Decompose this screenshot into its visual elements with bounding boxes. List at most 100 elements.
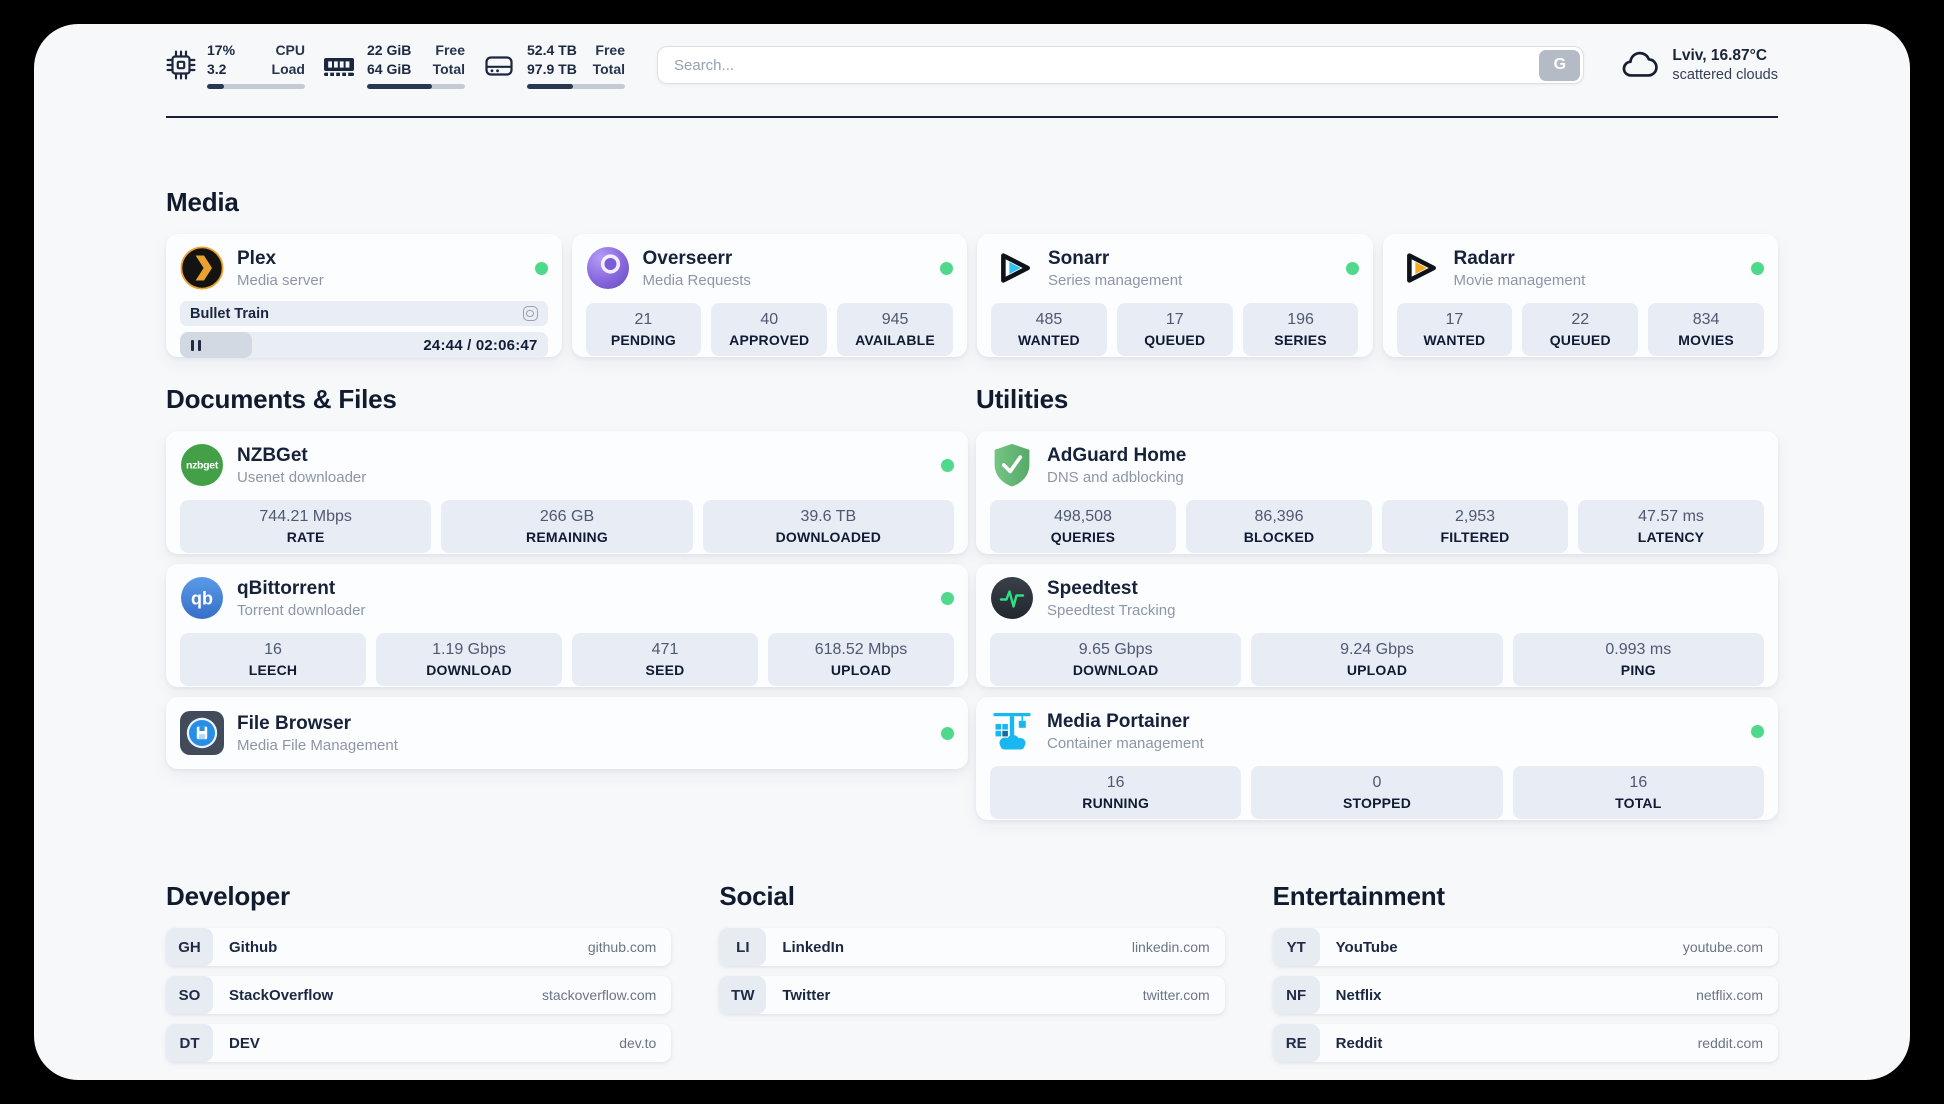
app-name: qBittorrent bbox=[237, 577, 336, 599]
disk-label-1: Free bbox=[595, 42, 625, 58]
status-dot bbox=[941, 591, 954, 605]
search-bar: G bbox=[657, 46, 1585, 84]
stat-box: 0.993 ms PING bbox=[1512, 633, 1764, 686]
stat-box: 21 PENDING bbox=[585, 303, 702, 356]
stat-box: 22 QUEUED bbox=[1522, 303, 1639, 356]
stat-box: 16 LEECH bbox=[180, 633, 366, 686]
dashboard-page: 17% 3.2 CPU Load bbox=[34, 24, 1910, 1080]
section-title-entertainment: Entertainment bbox=[1272, 881, 1445, 911]
svg-text:qb: qb bbox=[191, 589, 213, 609]
app-name: Plex bbox=[237, 247, 277, 269]
memory-total-value: 64 GiB bbox=[367, 61, 412, 77]
stat-label: QUEUED bbox=[1144, 332, 1206, 348]
section-documents: Documents & Files nzbget NZBGet Usenet d… bbox=[166, 383, 968, 820]
memory-progress-fill bbox=[367, 84, 432, 89]
cpu-label-1: CPU bbox=[275, 42, 305, 58]
stat-label: RATE bbox=[286, 529, 325, 545]
link-abbr-badge: GH bbox=[166, 928, 213, 966]
memory-free-value: 22 GiB bbox=[367, 42, 412, 58]
stat-box: 498,508 QUERIES bbox=[990, 500, 1176, 553]
link-url: twitter.com bbox=[1142, 987, 1210, 1003]
stat-value: 2,953 bbox=[1454, 508, 1496, 525]
stat-value: 9.24 Gbps bbox=[1340, 641, 1414, 658]
status-dot bbox=[1345, 261, 1359, 275]
app-card-qbittorrent[interactable]: qb qBittorrent Torrent downloader 16 LEE… bbox=[166, 564, 968, 687]
stat-label: REMAINING bbox=[526, 529, 608, 545]
link-abbr-badge: SO bbox=[166, 976, 213, 1014]
link-row-youtube[interactable]: YT YouTube youtube.com bbox=[1272, 928, 1778, 966]
stat-label: SERIES bbox=[1274, 332, 1327, 348]
app-desc: Container management bbox=[1047, 734, 1204, 752]
stat-label: AVAILABLE bbox=[855, 332, 935, 348]
pause-icon bbox=[191, 339, 202, 351]
stat-value: 17 bbox=[1165, 311, 1184, 328]
stat-label: LATENCY bbox=[1637, 529, 1705, 545]
search-engine-button[interactable]: G bbox=[1539, 49, 1581, 81]
stat-value: 498,508 bbox=[1054, 508, 1112, 525]
app-card-speedtest[interactable]: Speedtest Speedtest Tracking 9.65 Gbps D… bbox=[976, 564, 1778, 687]
status-dot bbox=[941, 458, 954, 472]
app-card-radarr[interactable]: Radarr Movie management 17 WANTED 22 QUE… bbox=[1382, 234, 1778, 357]
stat-value: 471 bbox=[651, 641, 679, 658]
disk-widget: 52.4 TB 97.9 TB Free Total bbox=[482, 41, 625, 89]
cloud-icon bbox=[1623, 51, 1659, 77]
qbittorrent-icon: qb bbox=[181, 577, 223, 619]
stat-label: RUNNING bbox=[1082, 795, 1150, 811]
link-url: stackoverflow.com bbox=[541, 987, 657, 1003]
stat-label: APPROVED bbox=[729, 332, 810, 348]
app-name: Sonarr bbox=[1048, 247, 1110, 269]
app-card-adguard[interactable]: AdGuard Home DNS and adblocking 498,508 … bbox=[976, 431, 1778, 554]
stat-label: FILTERED bbox=[1440, 529, 1510, 545]
section-utilities: Utilities bbox=[976, 383, 1778, 820]
app-desc: Media server bbox=[237, 271, 324, 289]
link-abbr-badge: NF bbox=[1272, 976, 1320, 1014]
nzbget-icon: nzbget bbox=[181, 444, 223, 486]
disk-icon bbox=[485, 56, 513, 76]
app-card-plex[interactable]: Plex Media server Bullet Train 24:44 / 0… bbox=[166, 234, 562, 358]
section-developer: Developer GH Github github.com SO StackO… bbox=[166, 880, 672, 1072]
stat-value: 16 bbox=[264, 641, 282, 658]
app-name: NZBGet bbox=[237, 444, 308, 466]
link-row-netflix[interactable]: NF Netflix netflix.com bbox=[1272, 976, 1778, 1014]
app-name: AdGuard Home bbox=[1047, 444, 1187, 466]
stat-box: 618.52 Mbps UPLOAD bbox=[768, 633, 954, 686]
plex-icon bbox=[180, 246, 224, 290]
stat-value: 1.19 Gbps bbox=[432, 641, 506, 658]
stat-value: 0.993 ms bbox=[1605, 641, 1672, 658]
app-card-filebrowser[interactable]: File Browser Media File Management bbox=[166, 697, 968, 769]
app-desc: Speedtest Tracking bbox=[1047, 601, 1176, 619]
section-title-social: Social bbox=[719, 881, 795, 911]
svg-text:nzbget: nzbget bbox=[186, 460, 219, 472]
link-row-reddit[interactable]: RE Reddit reddit.com bbox=[1272, 1024, 1778, 1062]
link-row-twitter[interactable]: TW Twitter twitter.com bbox=[719, 976, 1225, 1014]
player-time: 24:44 / 02:06:47 bbox=[423, 336, 538, 354]
stat-box: 17 WANTED bbox=[1396, 303, 1513, 356]
system-widgets: 17% 3.2 CPU Load bbox=[166, 41, 625, 89]
link-row-dev[interactable]: DT DEV dev.to bbox=[166, 1024, 672, 1062]
app-card-portainer[interactable]: Media Portainer Container management 16 … bbox=[976, 697, 1778, 820]
link-row-stackoverflow[interactable]: SO StackOverflow stackoverflow.com bbox=[166, 976, 672, 1014]
section-title-utilities: Utilities bbox=[976, 384, 1069, 414]
app-card-sonarr[interactable]: Sonarr Series management 485 WANTED 17 Q… bbox=[977, 234, 1373, 357]
disk-label-2: Total bbox=[592, 61, 625, 77]
app-card-nzbget[interactable]: nzbget NZBGet Usenet downloader 744.21 M… bbox=[166, 431, 968, 554]
section-title-documents: Documents & Files bbox=[166, 384, 397, 414]
search-input[interactable] bbox=[657, 46, 1585, 84]
cpu-progress-fill bbox=[207, 84, 224, 89]
link-row-linkedin[interactable]: LI LinkedIn linkedin.com bbox=[719, 928, 1225, 966]
disk-total-value: 97.9 TB bbox=[527, 61, 577, 77]
session-icon[interactable] bbox=[522, 306, 538, 321]
stat-label: WANTED bbox=[1423, 332, 1486, 348]
link-row-github[interactable]: GH Github github.com bbox=[166, 928, 672, 966]
link-abbr-badge: DT bbox=[166, 1024, 213, 1062]
stat-box: 744.21 Mbps RATE bbox=[180, 500, 432, 553]
cpu-label-2: Load bbox=[271, 61, 305, 77]
stat-value: 21 bbox=[634, 311, 653, 328]
cpu-progress-bar bbox=[207, 84, 305, 89]
stat-box: 834 MOVIES bbox=[1648, 303, 1764, 356]
stat-box: 945 AVAILABLE bbox=[837, 303, 953, 356]
app-card-overseerr[interactable]: Overseerr Media Requests 21 PENDING 40 A… bbox=[571, 234, 967, 357]
link-name: Twitter bbox=[782, 986, 831, 1004]
section-entertainment: Entertainment YT YouTube youtube.com NF … bbox=[1272, 880, 1778, 1072]
stat-value: 945 bbox=[881, 311, 909, 328]
